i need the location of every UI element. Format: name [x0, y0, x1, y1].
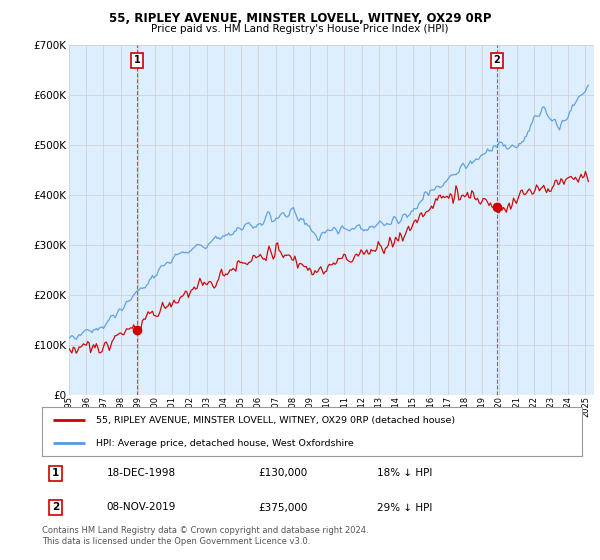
Text: £130,000: £130,000: [258, 468, 307, 478]
Text: 2: 2: [52, 502, 59, 512]
Text: 55, RIPLEY AVENUE, MINSTER LOVELL, WITNEY, OX29 0RP: 55, RIPLEY AVENUE, MINSTER LOVELL, WITNE…: [109, 12, 491, 25]
Text: 2: 2: [493, 55, 500, 66]
Text: 1: 1: [52, 468, 59, 478]
Text: 29% ↓ HPI: 29% ↓ HPI: [377, 502, 432, 512]
Text: £375,000: £375,000: [258, 502, 307, 512]
Text: Price paid vs. HM Land Registry's House Price Index (HPI): Price paid vs. HM Land Registry's House …: [151, 24, 449, 34]
Text: 18% ↓ HPI: 18% ↓ HPI: [377, 468, 432, 478]
Text: 55, RIPLEY AVENUE, MINSTER LOVELL, WITNEY, OX29 0RP (detached house): 55, RIPLEY AVENUE, MINSTER LOVELL, WITNE…: [96, 416, 455, 425]
Text: HPI: Average price, detached house, West Oxfordshire: HPI: Average price, detached house, West…: [96, 438, 354, 447]
Text: 1: 1: [134, 55, 140, 66]
Text: Contains HM Land Registry data © Crown copyright and database right 2024.
This d: Contains HM Land Registry data © Crown c…: [42, 526, 368, 546]
Text: 18-DEC-1998: 18-DEC-1998: [107, 468, 176, 478]
Text: 08-NOV-2019: 08-NOV-2019: [107, 502, 176, 512]
